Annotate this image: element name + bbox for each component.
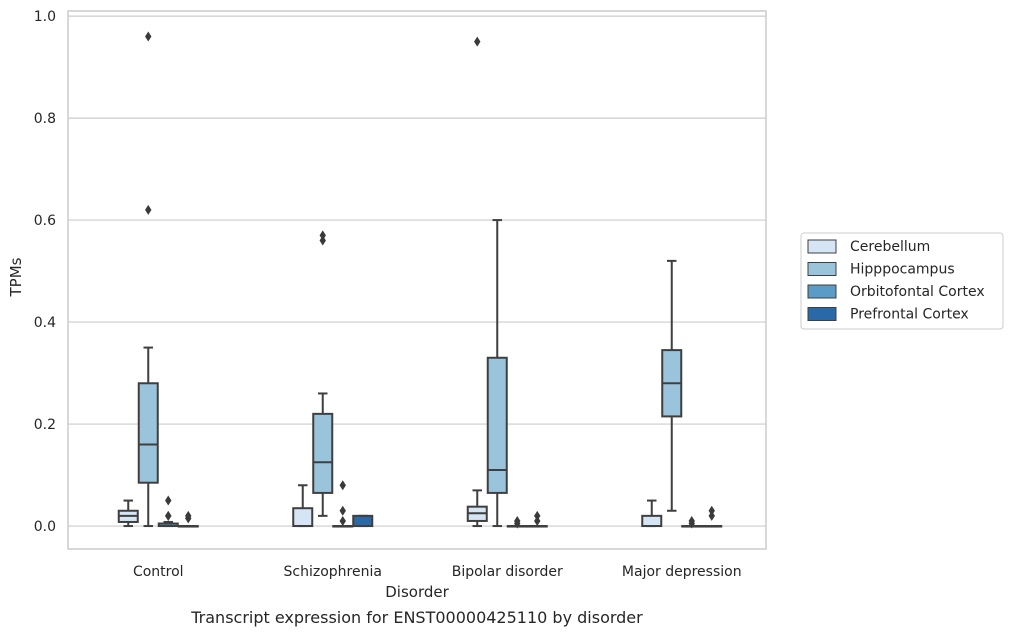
plot-frame [67, 10, 767, 550]
outlier-marker [688, 518, 695, 529]
y-axis-label: TPMs [7, 257, 25, 297]
outlier-marker [339, 480, 346, 491]
outlier-marker [165, 510, 172, 521]
box [352, 514, 374, 528]
legend-label: Cerebellum [850, 239, 930, 255]
grid-lines [68, 15, 766, 527]
outlier-marker [185, 513, 192, 524]
outlier-marker [319, 235, 326, 246]
series-cerebellum [117, 36, 663, 528]
box-body [352, 514, 374, 528]
box [332, 480, 354, 528]
outlier-marker [319, 230, 326, 241]
y-tick-label: 0.0 [34, 519, 56, 535]
x-tick-label: Schizophrenia [284, 564, 382, 580]
outlier-marker [474, 36, 481, 47]
box [681, 515, 703, 529]
y-tick-label: 0.4 [34, 315, 56, 331]
box [701, 505, 723, 528]
outlier-marker [339, 505, 346, 516]
outlier-marker [514, 518, 521, 529]
box [486, 219, 508, 528]
outlier-marker [708, 505, 715, 516]
legend: Cerebellum Hipppocampus Orbitofontal Corte… [800, 232, 1004, 330]
x-axis-label: Disorder [385, 583, 449, 601]
y-tick-labels: 0.0 0.2 0.4 0.6 0.8 1.0 [34, 9, 56, 535]
x-tick-label: Control [133, 564, 184, 580]
series-hipppocampus [137, 31, 683, 528]
legend-label: Orbitofontal Cortex [850, 284, 985, 300]
box [157, 495, 179, 528]
y-tick-label: 0.6 [34, 213, 56, 229]
box-series [117, 31, 723, 529]
box [641, 499, 663, 528]
y-tick-label: 0.8 [34, 111, 56, 127]
box [506, 515, 528, 529]
legend-label: Prefrontal Cortex [850, 307, 969, 323]
legend-swatch [807, 262, 837, 276]
box [661, 259, 683, 512]
box [526, 510, 548, 528]
outlier-marker [534, 515, 541, 526]
outlier-marker [708, 510, 715, 521]
box-body [486, 356, 508, 494]
box [312, 230, 334, 517]
x-tick-label: Major depression [622, 564, 742, 580]
box [137, 31, 159, 528]
chart-caption: Transcript expression for ENST0000042511… [190, 608, 643, 627]
series-orbitofontal-cortex [157, 480, 703, 529]
legend-box [800, 232, 1004, 330]
box-body [312, 412, 334, 494]
legend-swatch [807, 239, 837, 254]
legend-label: Hipppocampus [850, 262, 955, 278]
y-tick-label: 1.0 [34, 9, 56, 25]
y-tick-label: 0.2 [34, 417, 56, 433]
box [117, 499, 139, 528]
outlier-marker [165, 495, 172, 506]
box [177, 510, 199, 528]
box [292, 484, 314, 528]
box-body [137, 382, 159, 484]
box [466, 36, 488, 528]
x-tick-label: Bipolar disorder [452, 564, 563, 580]
x-tick-labels: Control Schizophrenia Bipolar disorder Majo… [133, 564, 742, 580]
outlier-marker [534, 510, 541, 521]
box-body [292, 507, 314, 528]
outlier-marker [145, 31, 152, 42]
outlier-marker [145, 204, 152, 215]
legend-swatch [807, 307, 837, 321]
outlier-marker [339, 515, 346, 526]
legend-swatch [807, 284, 837, 299]
series-prefrontal-cortex [177, 505, 723, 528]
box-body [641, 514, 663, 528]
